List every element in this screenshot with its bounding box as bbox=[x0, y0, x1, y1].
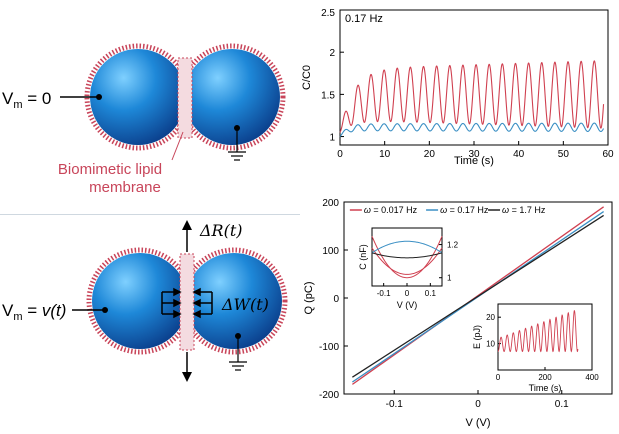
inset-y-tick-label: 20 bbox=[486, 313, 495, 322]
droplet-right bbox=[180, 247, 288, 355]
inset-y-tick-label: 1.2 bbox=[447, 241, 459, 250]
y-tick-label: 1.5 bbox=[321, 90, 335, 101]
x-tick-label: 50 bbox=[558, 149, 570, 160]
pressure-arrows-right bbox=[192, 287, 213, 319]
bilayer-interface bbox=[179, 253, 195, 351]
delta-r-label: ΔR(t) bbox=[199, 221, 243, 240]
membrane-pointer bbox=[171, 131, 184, 161]
electrode-left bbox=[96, 94, 102, 100]
vm-label-bottom: Vm = v(t) bbox=[2, 301, 66, 323]
legend-entry: ω = 1.7 Hz bbox=[502, 205, 546, 215]
x-tick-label: 0 bbox=[475, 399, 481, 410]
inset-x-tick-label: 0 bbox=[405, 289, 410, 298]
y-tick-label: 100 bbox=[322, 246, 339, 257]
x-tick-label: 10 bbox=[379, 149, 391, 160]
y-tick-label: -200 bbox=[319, 390, 339, 401]
inset-x-axis-label: Time (s) bbox=[529, 383, 562, 393]
electrode-left bbox=[102, 307, 108, 313]
droplet-schematic-top: Vm = 0 Biomimetic lipid membrane bbox=[2, 43, 286, 196]
droplet-schematic-bottom: ΔR(t) ΔW(t) Vm = v(t) bbox=[2, 220, 288, 382]
y-tick-label: 0 bbox=[333, 294, 339, 305]
x-tick-label: 40 bbox=[513, 149, 525, 160]
y-axis-label: Q (pC) bbox=[303, 282, 315, 315]
inset-x-tick-label: 0.1 bbox=[425, 289, 437, 298]
delta-w-label: ΔW(t) bbox=[221, 295, 269, 314]
x-axis-label: Time (s) bbox=[454, 155, 494, 167]
electrode-right bbox=[234, 125, 240, 131]
inset-right-curve bbox=[497, 310, 579, 353]
inset-left-curve bbox=[371, 236, 443, 279]
x-tick-label: 30 bbox=[468, 149, 480, 160]
y-tick-label: 2.5 bbox=[321, 8, 335, 19]
inset-x-tick-label: -0.1 bbox=[377, 289, 391, 298]
inset-left-curve bbox=[371, 252, 443, 259]
capacitance-time-chart: 0 10 20 30 40 50 60 1 1.5 2 2.5 Time (s) C/C0 0.17 Hz bbox=[301, 8, 614, 167]
series-blue-line bbox=[339, 122, 605, 137]
y-tick-label: 1 bbox=[329, 133, 335, 144]
ground-icon bbox=[228, 151, 246, 161]
inset-y-tick-label: 10 bbox=[486, 340, 495, 349]
x-tick-label: -0.1 bbox=[386, 399, 404, 410]
x-axis-label: V (V) bbox=[465, 417, 490, 429]
ground-icon bbox=[229, 361, 247, 371]
divider bbox=[0, 214, 300, 215]
electrode-right bbox=[235, 333, 241, 339]
inset-x-tick-label: 200 bbox=[538, 373, 552, 382]
arrow-down-icon bbox=[182, 352, 192, 382]
inset-y-axis-label: E (pJ) bbox=[472, 325, 482, 349]
x-tick-label: 60 bbox=[602, 149, 614, 160]
membrane-label-line2: membrane bbox=[89, 179, 161, 196]
y-axis-label: C/C0 bbox=[301, 65, 313, 90]
y-tick-label: 2 bbox=[329, 48, 335, 59]
x-tick-label: 0.1 bbox=[555, 399, 569, 410]
legend-entry: ω = 0.017 Hz bbox=[364, 205, 418, 215]
x-tick-label: 0 bbox=[337, 149, 343, 160]
inset-left-curve bbox=[371, 240, 443, 254]
droplet-left bbox=[84, 43, 192, 151]
membrane-label-line1: Biomimetic lipid bbox=[58, 161, 162, 178]
x-tick-label: 20 bbox=[424, 149, 436, 160]
vm-label-top: Vm = 0 bbox=[2, 89, 51, 111]
series-red-line bbox=[339, 60, 605, 133]
inset-x-tick-label: 0 bbox=[496, 373, 501, 382]
bilayer-interface bbox=[177, 57, 193, 139]
inset-left-frame bbox=[371, 227, 443, 287]
chart-title: 0.17 Hz bbox=[345, 13, 383, 25]
legend-entry: ω = 0.17 Hz bbox=[440, 205, 489, 215]
y-tick-label: 200 bbox=[322, 198, 339, 209]
inset-left-curve bbox=[371, 247, 443, 275]
inset-x-axis-label: V (V) bbox=[397, 300, 418, 310]
droplet-right bbox=[178, 43, 286, 151]
y-tick-label: -100 bbox=[319, 342, 339, 353]
series-line-17Hz bbox=[352, 214, 604, 378]
arrow-up-icon bbox=[182, 220, 192, 252]
pressure-arrows-left bbox=[161, 287, 182, 319]
inset-y-tick-label: 1 bbox=[447, 274, 452, 283]
inset-y-axis-label: C (nF) bbox=[358, 244, 368, 270]
inset-x-tick-label: 400 bbox=[585, 373, 599, 382]
